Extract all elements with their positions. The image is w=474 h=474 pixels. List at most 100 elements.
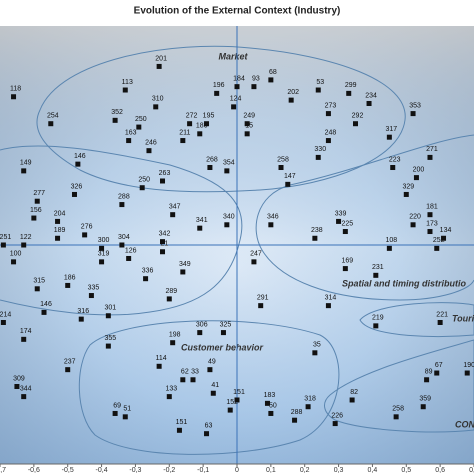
point-label: 186	[64, 274, 76, 281]
point-label: 276	[81, 224, 93, 231]
point	[122, 87, 128, 93]
point	[464, 370, 470, 376]
point-label: 68	[269, 69, 277, 76]
point-label: 237	[64, 359, 76, 366]
point	[0, 319, 6, 325]
point	[315, 87, 321, 93]
point	[234, 84, 240, 90]
point-label: 122	[20, 234, 32, 241]
point-label: 226	[331, 412, 343, 419]
x-tick-label: -0,5	[62, 467, 74, 474]
point	[214, 90, 220, 96]
point-label: 319	[98, 251, 110, 258]
point-label: 221	[436, 311, 448, 318]
point	[41, 309, 47, 315]
point	[204, 121, 210, 127]
point-label: 35	[313, 342, 321, 349]
point-label: 355	[104, 335, 116, 342]
point-label: 288	[291, 409, 303, 416]
x-tick-label: 0,5	[401, 467, 411, 474]
point	[71, 191, 77, 197]
point-label: 189	[54, 227, 66, 234]
point	[268, 222, 274, 228]
point-label: 146	[74, 153, 86, 160]
point-label: 196	[213, 82, 225, 89]
point	[437, 319, 443, 325]
point	[285, 181, 291, 187]
point	[187, 121, 193, 127]
point	[315, 154, 321, 160]
point-label: 238	[311, 227, 323, 234]
point-label: 250	[138, 177, 150, 184]
point-label: 329	[402, 183, 414, 190]
point-label: 174	[20, 328, 32, 335]
point	[21, 394, 27, 400]
point	[390, 165, 396, 171]
point-label: 249	[243, 113, 255, 120]
point-label: 69	[113, 402, 121, 409]
point	[122, 414, 128, 420]
point	[244, 121, 250, 127]
point-label: 147	[284, 173, 296, 180]
x-tick-label: -0,7	[0, 467, 6, 474]
point	[99, 245, 105, 251]
point-label: 288	[118, 193, 130, 200]
x-tick-label: -0,6	[28, 467, 40, 474]
point-label: 62	[181, 369, 189, 376]
point	[197, 330, 203, 336]
point	[21, 242, 27, 248]
point-label: 315	[33, 278, 45, 285]
spatial-region	[255, 134, 474, 301]
point	[292, 417, 298, 423]
point	[427, 154, 433, 160]
point-label: 49	[208, 359, 216, 366]
point-label: 67	[435, 362, 443, 369]
point	[336, 218, 342, 224]
point-label: 359	[419, 396, 431, 403]
point-label: 53	[316, 79, 324, 86]
point	[197, 225, 203, 231]
point	[126, 138, 132, 144]
point-label: 201	[155, 55, 167, 62]
point	[353, 121, 358, 127]
x-tick-label: 0,7	[469, 467, 474, 474]
point-label: 272	[186, 113, 198, 120]
point-label: 190	[463, 362, 474, 369]
con-region	[324, 339, 474, 433]
point	[427, 212, 433, 218]
point-label: 198	[169, 332, 181, 339]
customer-region	[78, 320, 340, 455]
point	[105, 313, 111, 319]
point	[366, 100, 372, 106]
point	[160, 249, 166, 255]
point	[288, 97, 294, 103]
point-label: 353	[409, 102, 421, 109]
x-tick-label: 0,2	[300, 467, 310, 474]
point	[434, 245, 440, 251]
point	[349, 397, 355, 403]
point-label: 202	[287, 89, 299, 96]
point	[166, 394, 172, 400]
point-label: 309	[13, 375, 25, 382]
point-label: 254	[47, 113, 59, 120]
point	[126, 255, 132, 261]
x-tick-label: 0,6	[435, 467, 445, 474]
point-label: 63	[205, 423, 213, 430]
point	[325, 303, 331, 309]
point-label: 163	[125, 129, 137, 136]
point	[386, 245, 392, 251]
point-label: 114	[156, 355, 167, 362]
x-tick-label: -0,4	[96, 467, 108, 474]
x-tick-label: 0,1	[266, 467, 276, 474]
point-label: 300	[98, 237, 110, 244]
point	[264, 400, 270, 406]
point-label: 33	[191, 369, 199, 376]
point	[373, 323, 379, 329]
point	[65, 282, 71, 288]
x-tick-label: -0,3	[129, 467, 141, 474]
point	[21, 336, 27, 342]
point	[441, 235, 447, 241]
tourism-region	[359, 302, 474, 337]
point-label: 251	[0, 234, 11, 241]
